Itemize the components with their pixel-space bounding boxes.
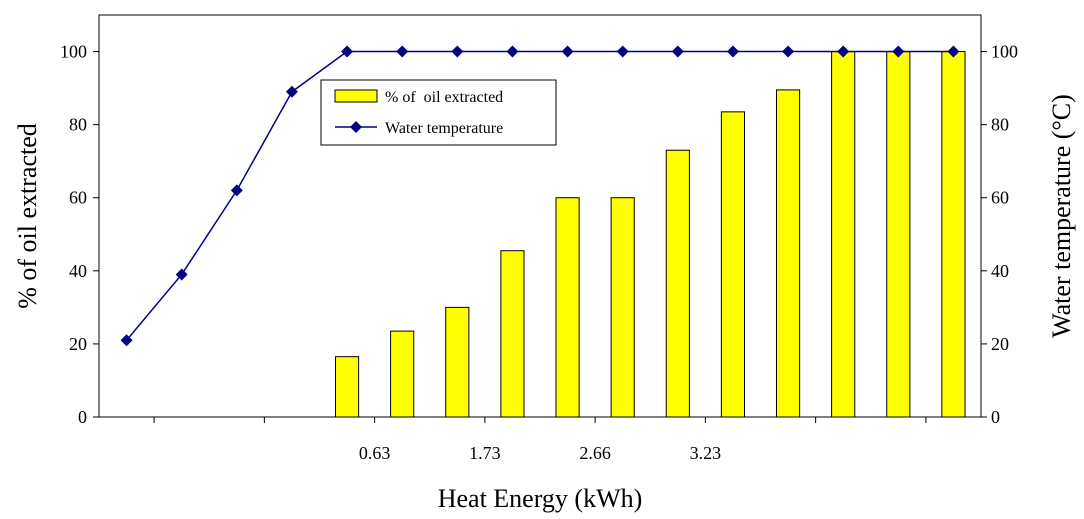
- x-tick-label: 1.73: [469, 443, 501, 463]
- left-axis-ticks: 0 20 40 60 80 100: [60, 42, 99, 427]
- right-tick-label: 100: [991, 42, 1018, 62]
- x-axis-ticks: 0.63 1.73 2.66 3.23: [153, 417, 927, 463]
- bar: [831, 51, 856, 418]
- temperature-line: [125, 50, 954, 341]
- bar: [610, 197, 635, 418]
- y-axis-left-title: % of oil extracted: [13, 123, 42, 309]
- legend-line-label: Water temperature: [385, 120, 503, 137]
- y-axis-right-title: Water temperature (°C): [1047, 94, 1076, 338]
- temperature-point: [671, 45, 684, 58]
- bar: [555, 197, 580, 418]
- temperature-point: [892, 45, 905, 58]
- x-tick-label: 3.23: [690, 443, 722, 463]
- bar: [334, 356, 360, 418]
- temperature-point: [341, 45, 354, 58]
- temperature-point: [837, 45, 850, 58]
- bar: [886, 51, 911, 418]
- bar: [775, 89, 801, 418]
- bar: [390, 330, 415, 418]
- x-axis-title: Heat Energy (kWh): [438, 484, 643, 513]
- temperature-point: [782, 45, 795, 58]
- legend-bar-swatch: [334, 89, 378, 103]
- temperature-point: [285, 85, 298, 98]
- legend: % of oil extracted Water temperature: [320, 79, 557, 146]
- bar: [500, 250, 525, 418]
- temperature-point: [175, 268, 188, 281]
- legend-line-marker: [350, 121, 362, 133]
- temperature-point: [947, 45, 960, 58]
- temperature-point: [396, 45, 409, 58]
- x-tick-label: 2.66: [579, 443, 611, 463]
- right-tick-label: 40: [991, 261, 1009, 281]
- x-tick-label: 0.63: [359, 443, 391, 463]
- right-tick-label: 60: [991, 188, 1009, 208]
- bar: [445, 306, 470, 418]
- bar: [720, 111, 746, 418]
- line-series: [120, 45, 960, 347]
- right-tick-label: 0: [991, 407, 1000, 427]
- left-tick-label: 40: [69, 261, 87, 281]
- right-tick-label: 80: [991, 115, 1009, 135]
- left-tick-label: 80: [69, 115, 87, 135]
- legend-bar-label: % of oil extracted: [385, 89, 503, 106]
- temperature-point: [561, 45, 574, 58]
- temperature-point: [616, 45, 629, 58]
- bar: [941, 51, 966, 418]
- temperature-point: [120, 334, 133, 347]
- left-tick-label: 0: [78, 407, 87, 427]
- left-tick-label: 60: [69, 188, 87, 208]
- temperature-point: [726, 45, 739, 58]
- bar: [665, 149, 690, 418]
- bar-series: [334, 51, 966, 418]
- right-tick-label: 20: [991, 334, 1009, 354]
- right-axis-ticks: 0 20 40 60 80 100: [981, 42, 1018, 427]
- left-tick-label: 20: [69, 334, 87, 354]
- temperature-point: [230, 184, 243, 197]
- temperature-point: [451, 45, 464, 58]
- temperature-point: [506, 45, 519, 58]
- left-tick-label: 100: [60, 42, 87, 62]
